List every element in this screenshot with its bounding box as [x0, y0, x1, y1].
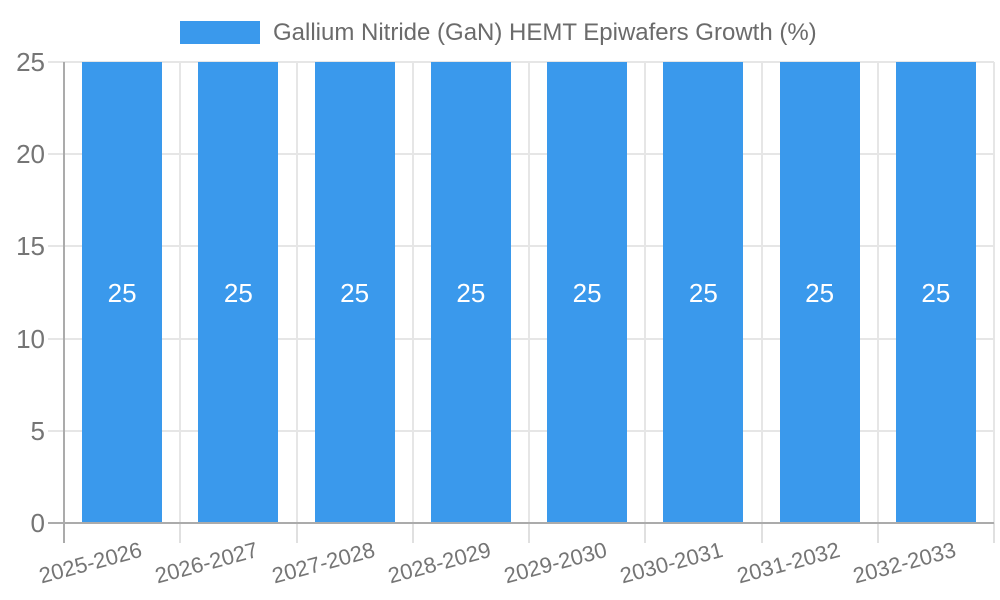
bar[interactable]: [430, 62, 511, 523]
y-gridline: [48, 337, 994, 340]
y-gridline: [48, 245, 994, 248]
chart-legend: Gallium Nitride (GaN) HEMT Epiwafers Gro…: [180, 19, 817, 46]
x-gridline: [528, 62, 530, 523]
x-tick-mark: [528, 523, 530, 543]
y-tick-label: 25: [16, 47, 45, 77]
y-gridline: [48, 429, 994, 432]
y-gridline: [48, 153, 994, 156]
y-tick-label: 0: [30, 508, 45, 538]
y-tick-label: 15: [16, 231, 45, 262]
y-tick-label: 20: [16, 139, 45, 170]
bar[interactable]: [198, 62, 279, 523]
bar[interactable]: [779, 62, 860, 523]
y-axis: [63, 62, 65, 543]
bar-value-label: 25: [572, 277, 602, 308]
bar-value-label: 25: [107, 277, 137, 308]
bar-value-label: 25: [805, 277, 835, 308]
x-tick-mark: [760, 523, 763, 543]
x-gridline: [760, 62, 763, 523]
x-gridline: [644, 62, 647, 523]
x-gridline: [295, 62, 298, 523]
x-tick-mark: [644, 523, 647, 543]
bar[interactable]: [547, 62, 628, 523]
y-tick-label: 5: [30, 415, 45, 446]
x-gridline: [179, 62, 182, 523]
x-gridline: [411, 62, 414, 523]
bar[interactable]: [895, 62, 976, 523]
bar-value-label: 25: [340, 277, 370, 308]
bar-value-label: 25: [223, 277, 253, 308]
bar-value-label: 25: [921, 277, 951, 308]
x-axis: [48, 522, 994, 524]
x-tick-mark: [295, 523, 298, 543]
bar[interactable]: [663, 62, 744, 523]
x-tick-mark: [411, 523, 414, 543]
bar[interactable]: [314, 62, 395, 523]
x-gridline: [876, 62, 879, 523]
legend-color-swatch: [180, 21, 260, 44]
bar-value-label: 25: [688, 277, 718, 308]
bar-value-label: 25: [456, 277, 486, 308]
x-gridline: [993, 62, 995, 523]
bar[interactable]: [82, 62, 163, 523]
x-tick-mark: [876, 523, 879, 543]
x-tick-mark: [179, 523, 182, 543]
y-tick-label: 10: [16, 323, 45, 354]
x-tick-mark: [993, 523, 995, 543]
y-gridline: [48, 61, 994, 63]
legend-label: Gallium Nitride (GaN) HEMT Epiwafers Gro…: [273, 19, 817, 46]
